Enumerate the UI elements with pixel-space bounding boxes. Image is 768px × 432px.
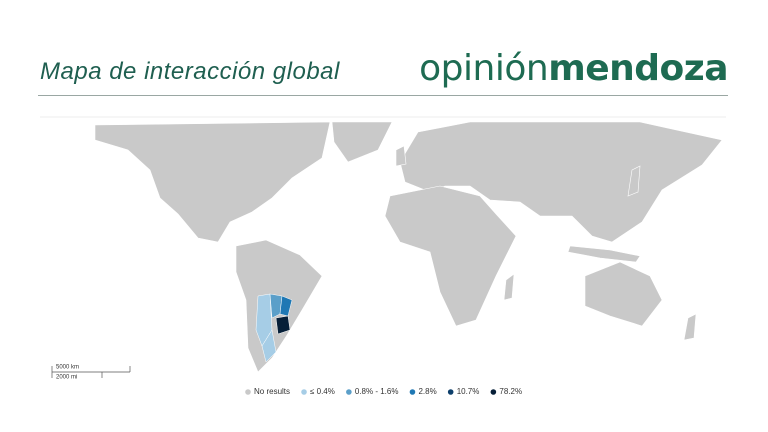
legend-swatch <box>409 389 416 395</box>
legend-swatch <box>245 389 251 395</box>
australia <box>584 261 663 327</box>
indonesia <box>567 245 641 263</box>
madagascar <box>503 273 515 301</box>
region <box>261 329 277 363</box>
legend-label: No results <box>254 387 290 396</box>
logo: opiniónmendoza <box>419 48 728 89</box>
legend-label: 78.2% <box>499 387 522 396</box>
japan <box>627 165 641 197</box>
legend-swatch <box>301 389 307 395</box>
uk <box>395 145 407 167</box>
logo-light: opinión <box>419 48 549 89</box>
new-zealand <box>683 313 697 341</box>
legend-label: 0.8% - 1.6% <box>355 387 399 396</box>
scale-mi: 2000 mi <box>56 375 77 381</box>
argentina-regions <box>255 293 293 363</box>
scale-bar <box>51 366 131 378</box>
legend-swatch <box>447 389 454 395</box>
divider <box>38 95 728 96</box>
eurasia <box>399 121 723 243</box>
greenland <box>331 121 393 163</box>
logo-bold: mendoza <box>548 48 728 89</box>
legend-swatch <box>346 389 352 395</box>
north-america <box>94 121 331 243</box>
slide-title: Mapa de interacción global <box>40 58 340 85</box>
legend-label: 10.7% <box>457 387 480 396</box>
scale-km: 5000 km <box>56 365 79 371</box>
legend: No results ≤ 0.4% 0.8% - 1.6% 2.8% 10.7% 78.2… <box>245 387 522 396</box>
region <box>275 315 291 335</box>
legend-swatch <box>490 389 497 395</box>
legend-label: ≤ 0.4% <box>310 387 335 396</box>
africa <box>384 185 517 327</box>
legend-label: 2.8% <box>418 387 436 396</box>
continents <box>94 121 723 373</box>
